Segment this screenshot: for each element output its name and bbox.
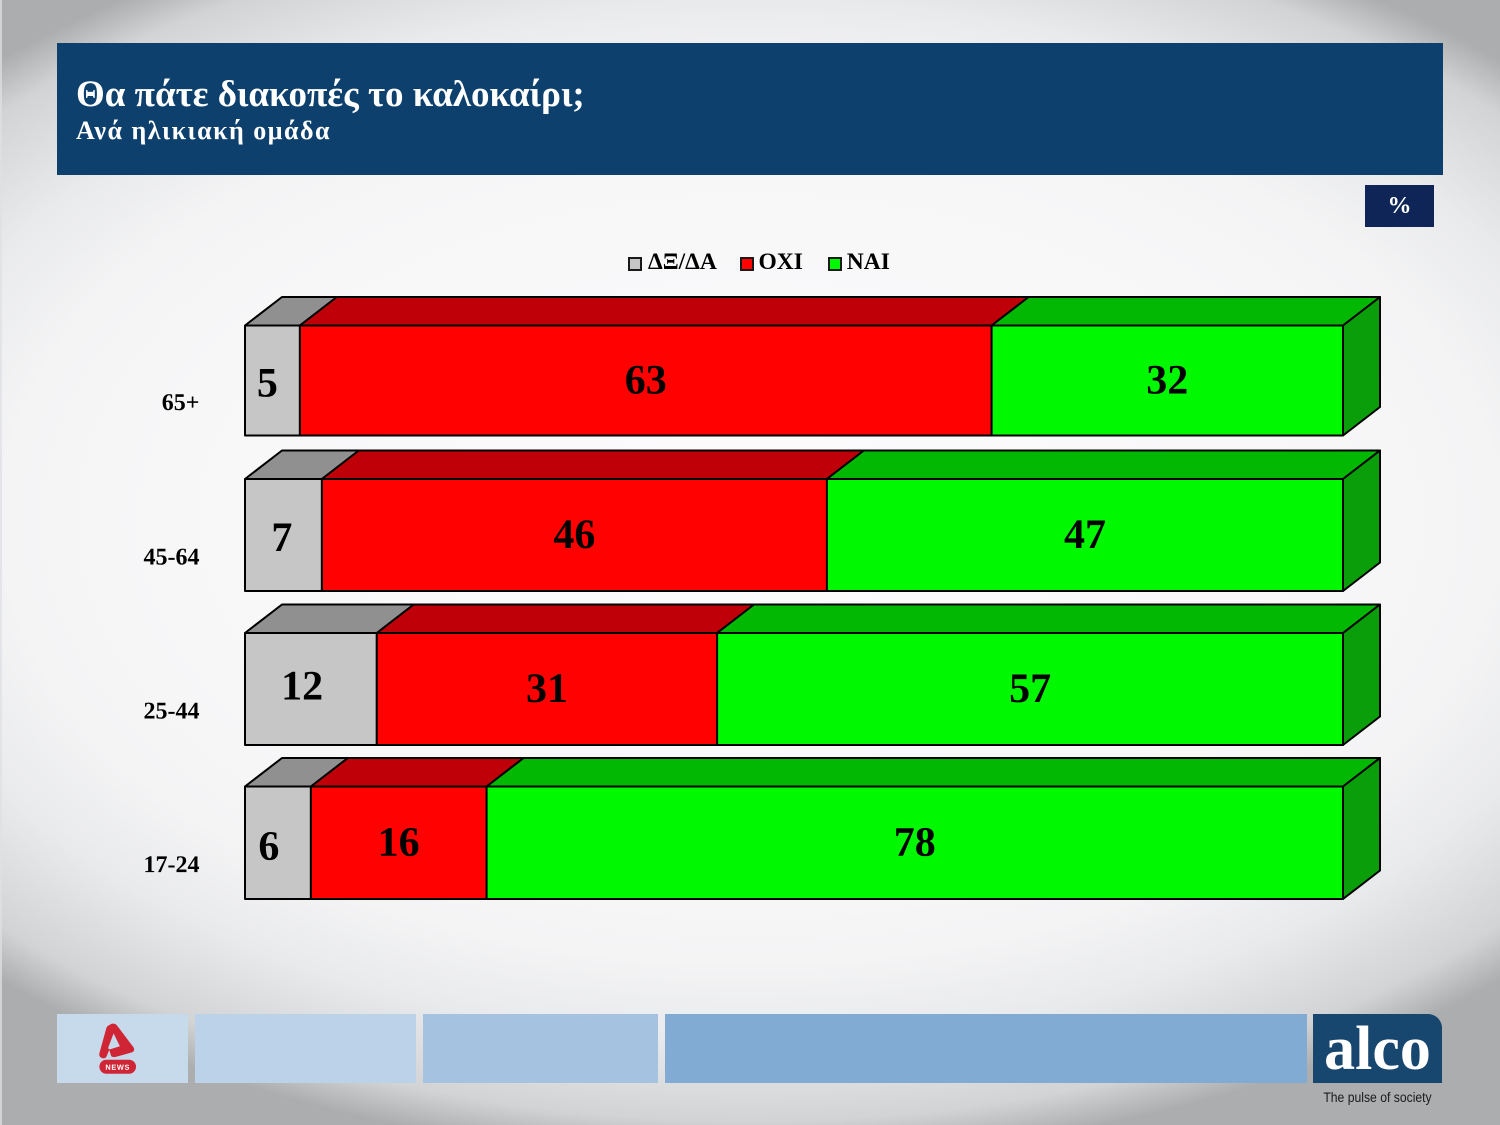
svg-text:16: 16 — [378, 820, 420, 866]
svg-text:45-64: 45-64 — [143, 544, 199, 570]
svg-text:63: 63 — [625, 357, 667, 403]
svg-text:32: 32 — [1146, 357, 1188, 403]
svg-text:17-24: 17-24 — [143, 852, 199, 878]
svg-text:47: 47 — [1064, 512, 1106, 558]
svg-text:NEWS: NEWS — [105, 1063, 130, 1072]
svg-text:78: 78 — [894, 820, 936, 866]
svg-text:6: 6 — [258, 824, 279, 870]
svg-text:7: 7 — [271, 515, 292, 561]
svg-text:31: 31 — [526, 666, 568, 712]
svg-text:57: 57 — [1009, 666, 1051, 712]
svg-text:25-44: 25-44 — [143, 698, 199, 724]
svg-text:5: 5 — [257, 360, 278, 406]
svg-text:46: 46 — [553, 512, 595, 558]
svg-text:65+: 65+ — [162, 390, 200, 416]
svg-text:12: 12 — [281, 663, 323, 709]
